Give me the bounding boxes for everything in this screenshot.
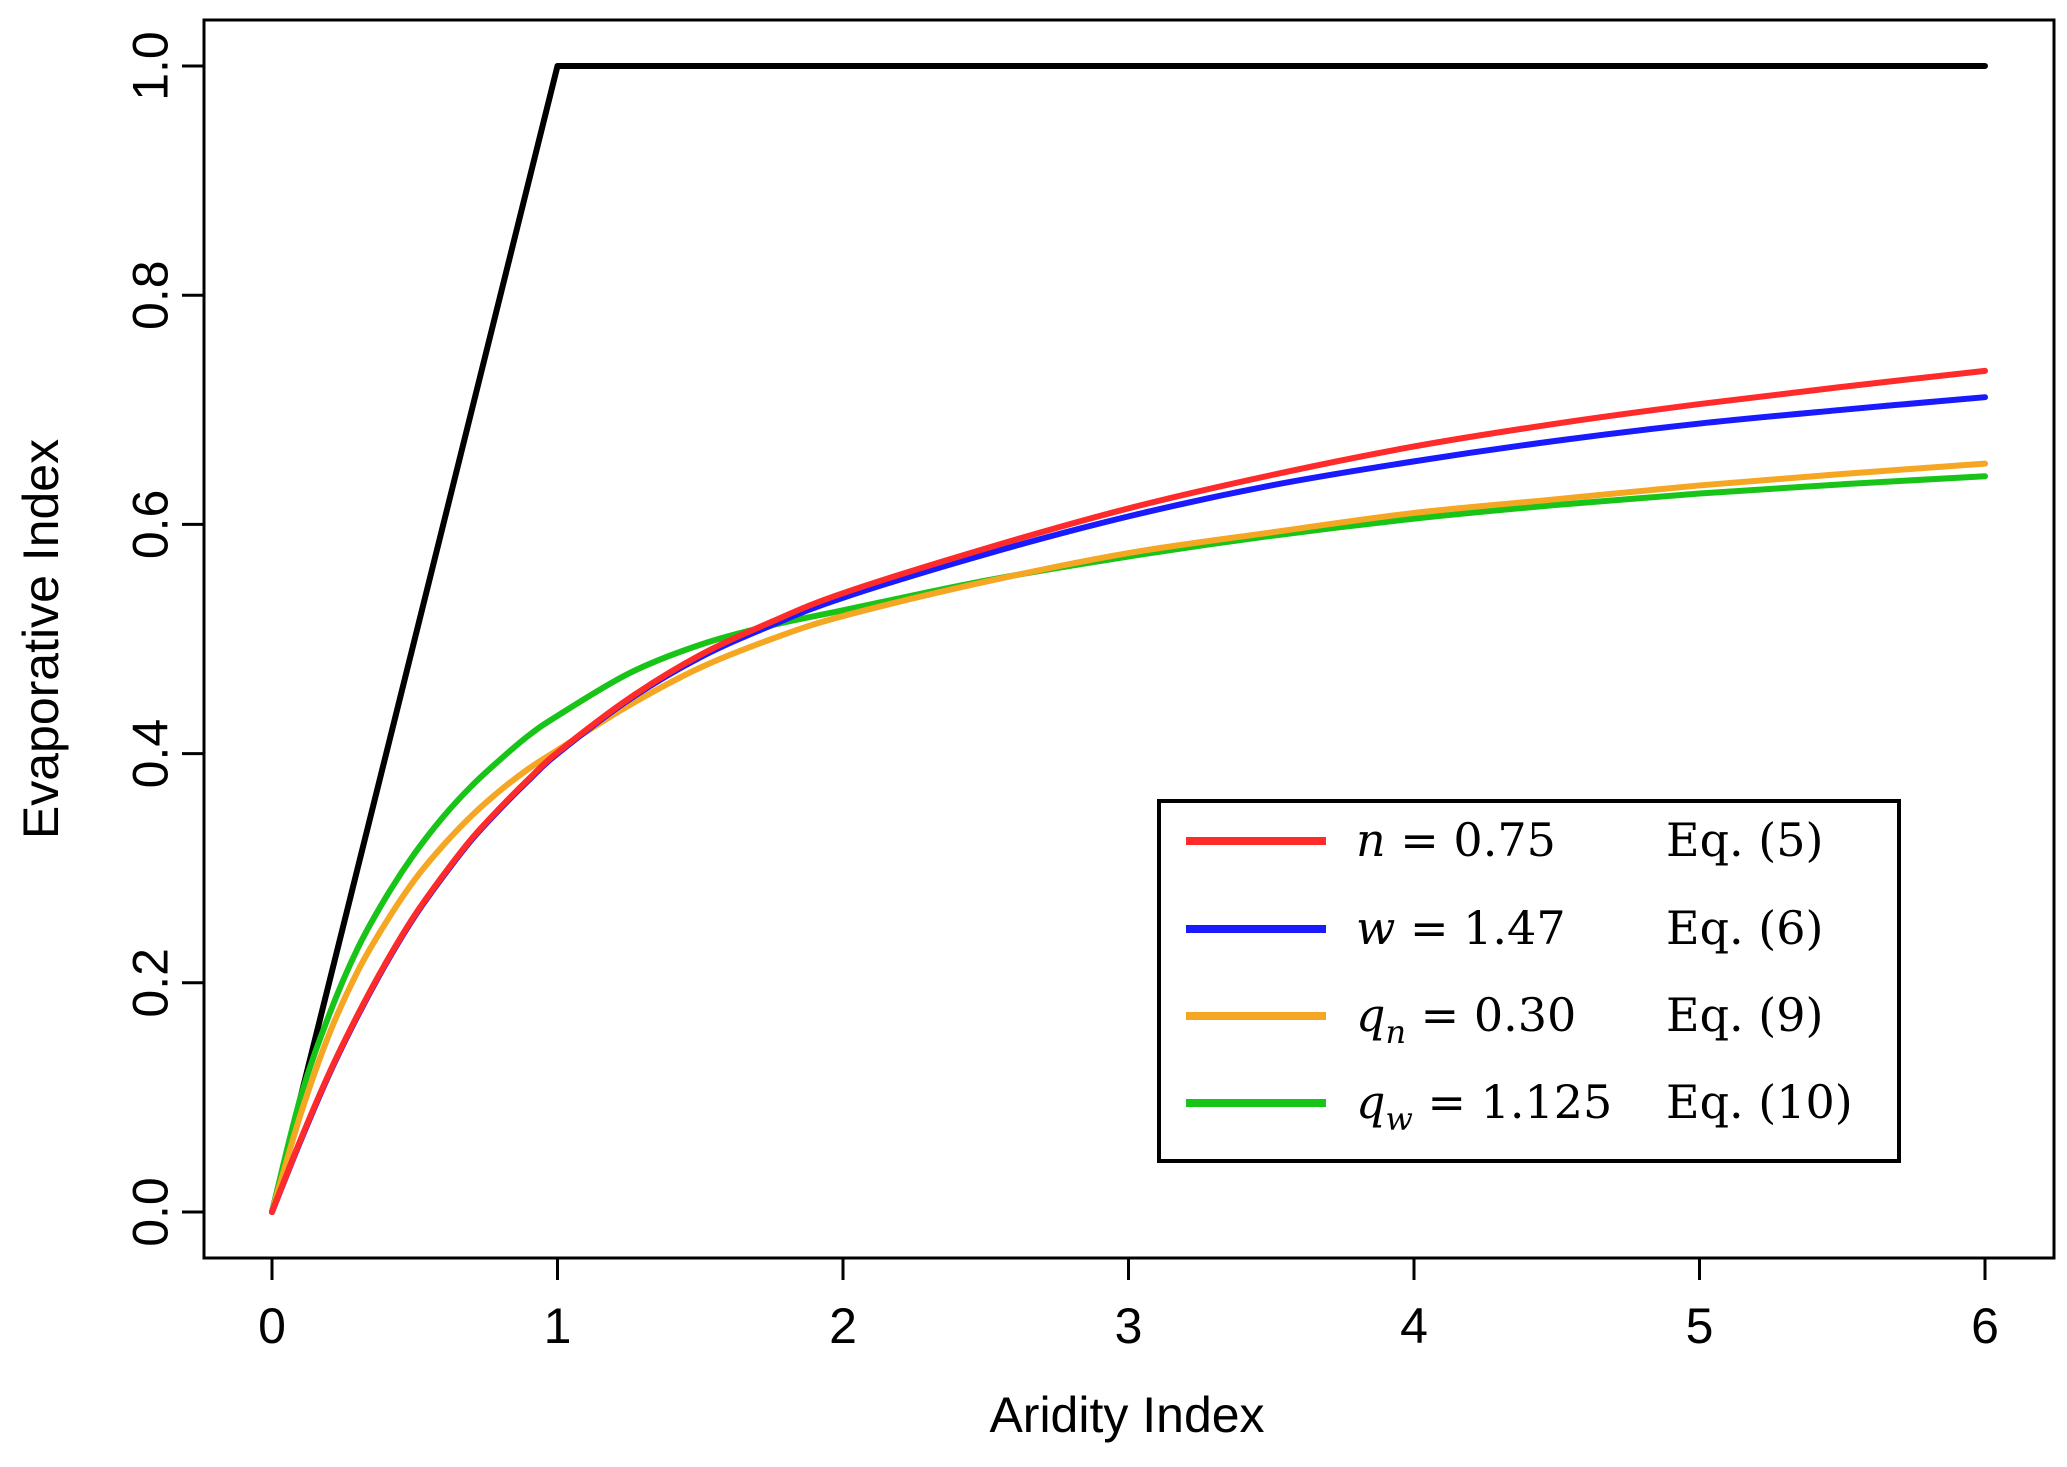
legend-value-4: = 1.125 <box>1413 1075 1612 1129</box>
x-tick-label-6: 6 <box>1971 1298 1999 1354</box>
legend-equation-2: Eq. (6) <box>1666 901 1823 955</box>
y-axis-title: Evaporative Index <box>13 439 69 839</box>
legend-symbol-2: w <box>1356 901 1395 955</box>
legend-subscript-4: w <box>1385 1100 1412 1138</box>
legend-symbol-1: n <box>1356 813 1386 867</box>
legend-value-3: = 0.30 <box>1406 988 1576 1042</box>
legend: n = 0.75 Eq. (5)w = 1.47 Eq. (6)qn = 0.30 E… <box>1157 799 1901 1163</box>
series-line-0 <box>269 63 1988 1215</box>
y-axis: 0.0 0.2 0.4 0.6 0.8 1.0 <box>123 31 204 1247</box>
legend-symbol-3: q <box>1356 988 1385 1042</box>
x-tick-label-2: 2 <box>829 1298 857 1354</box>
legend-equation-3: Eq. (9) <box>1666 988 1823 1042</box>
y-tick-label-1: 0.2 <box>123 948 179 1018</box>
y-tick-label-3: 0.6 <box>123 490 179 560</box>
series-line-1 <box>269 367 1988 1215</box>
x-tick-label-0: 0 <box>258 1298 286 1354</box>
y-tick-label-0: 0.0 <box>123 1177 179 1247</box>
legend-param-1: n = 0.75 <box>1356 813 1556 867</box>
series-layer <box>269 63 1988 1215</box>
legend-equation-4: Eq. (10) <box>1666 1075 1853 1129</box>
x-tick-label-4: 4 <box>1400 1298 1428 1354</box>
y-tick-label-4: 0.8 <box>123 260 179 330</box>
legend-param-4: qw = 1.125 <box>1356 1075 1612 1138</box>
legend-value-1: = 0.75 <box>1386 813 1556 867</box>
x-axis-title: Aridity Index <box>989 1387 1264 1443</box>
x-axis: 0 1 2 3 4 5 6 <box>258 1258 1999 1354</box>
legend-value-2: = 1.47 <box>1395 901 1565 955</box>
x-tick-label-3: 3 <box>1115 1298 1143 1354</box>
x-tick-label-1: 1 <box>544 1298 572 1354</box>
y-tick-label-2: 0.4 <box>123 719 179 789</box>
legend-param-3: qn = 0.30 <box>1356 988 1576 1051</box>
y-tick-label-5: 1.0 <box>123 31 179 101</box>
legend-symbol-4: q <box>1356 1075 1385 1129</box>
series-line-3 <box>269 460 1988 1215</box>
legend-equation-1: Eq. (5) <box>1666 813 1823 867</box>
legend-subscript-3: n <box>1385 1013 1406 1051</box>
legend-param-2: w = 1.47 <box>1356 901 1566 955</box>
legend-entries: n = 0.75 Eq. (5)w = 1.47 Eq. (6)qn = 0.30 E… <box>1186 813 1853 1138</box>
series-line-4 <box>269 473 1988 1215</box>
x-tick-label-5: 5 <box>1686 1298 1714 1354</box>
